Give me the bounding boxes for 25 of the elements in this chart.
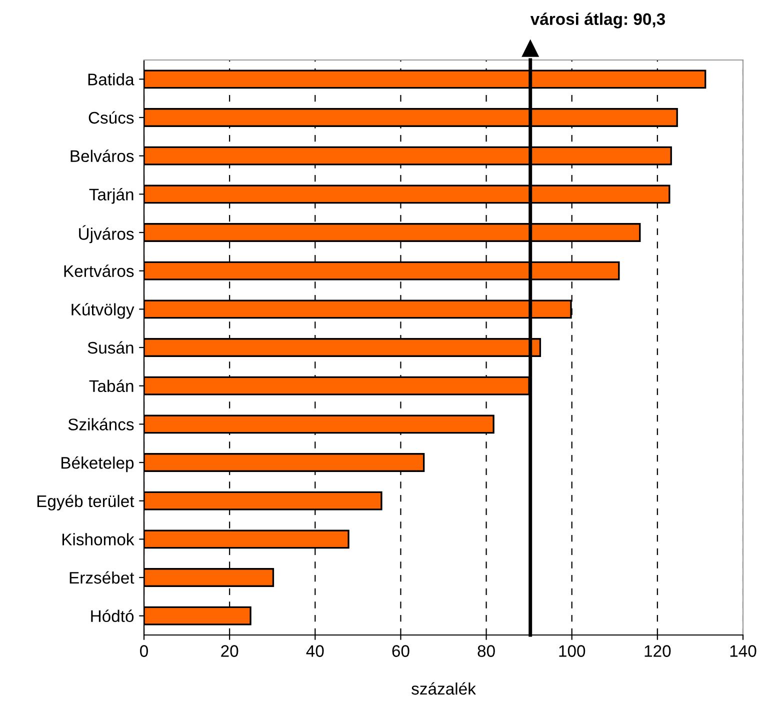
y-tick-label: Hódtó (91, 610, 134, 622)
y-tick-label: Susán (88, 341, 134, 354)
y-tick-label: Kishomok (62, 533, 134, 546)
y-tick-label: Béketelep (62, 456, 134, 472)
y-tick-label: Szikáncs (68, 418, 134, 430)
y-tick-label: Tarján (89, 188, 134, 204)
x-tick-label: 140 (730, 645, 756, 657)
y-tick-label: Csúcs (88, 111, 134, 124)
x-tick-label: 0 (140, 645, 148, 657)
y-tick-label: Erzsébet (70, 571, 134, 584)
y-tick-label: Újváros (79, 225, 134, 244)
x-tick-label: 100 (559, 645, 586, 657)
x-tick-label: 60 (392, 645, 410, 657)
y-tick-label: Tabán (89, 380, 134, 392)
y-tick-label: Kertváros (64, 264, 134, 278)
x-axis-title: százalék (412, 682, 476, 695)
ref-line-label: városi átlag: 90,3 (530, 12, 666, 28)
x-tick-label: 40 (306, 645, 324, 657)
x-tick-label: 120 (644, 645, 671, 657)
y-tick-label: Egyéb terület (37, 494, 134, 510)
y-tick-label: Belváros (70, 150, 134, 162)
x-tick-label: 20 (221, 645, 238, 657)
y-tick-label: Kútvölgy (72, 303, 134, 319)
y-tick-label: Batida (88, 73, 134, 86)
x-tick-label: 80 (478, 645, 495, 657)
